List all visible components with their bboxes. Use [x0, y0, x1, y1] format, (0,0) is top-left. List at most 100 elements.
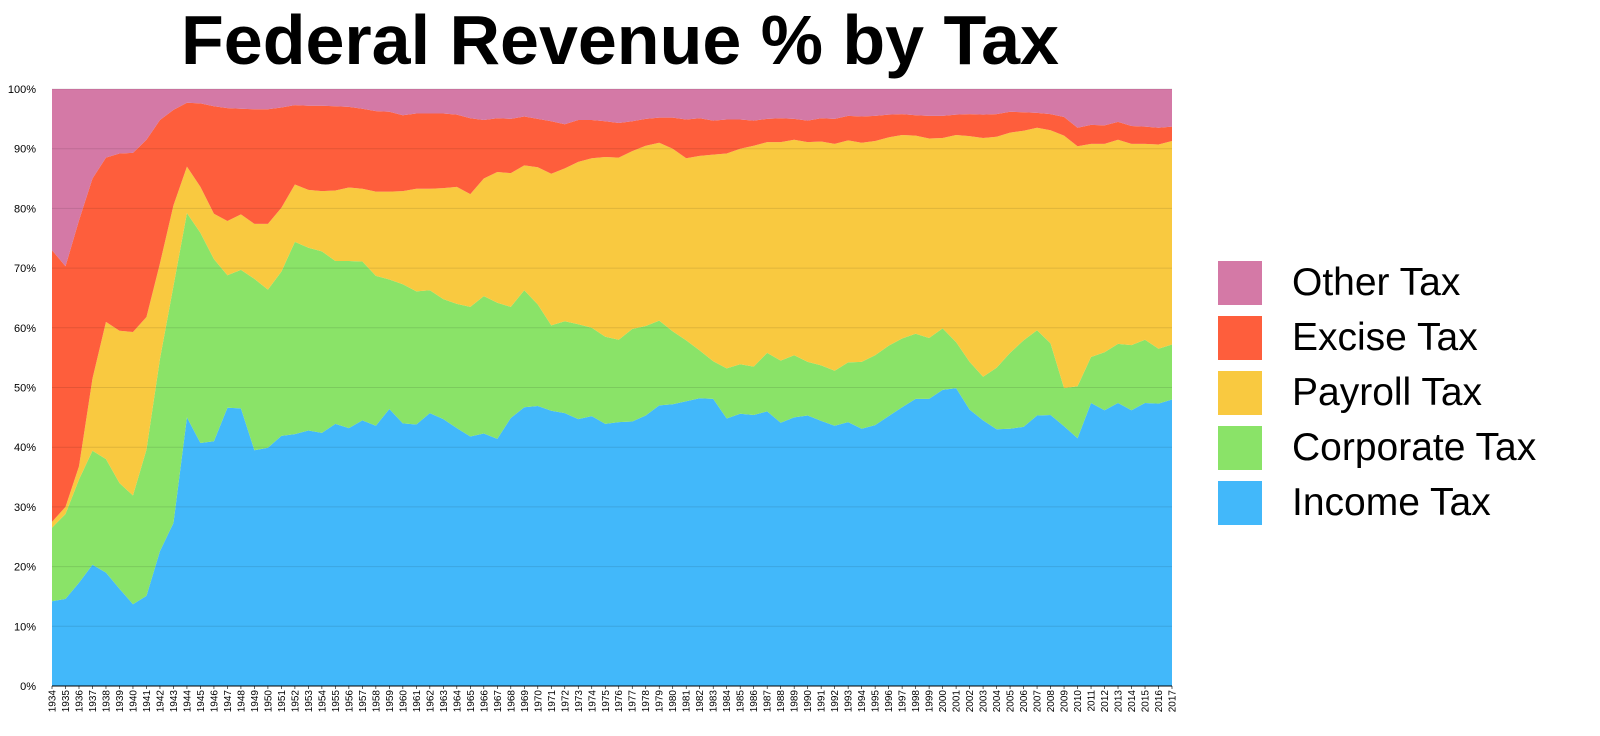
area-series-group	[52, 89, 1172, 686]
x-tick-label: 1998	[911, 690, 922, 713]
x-tick-label: 1950	[263, 690, 274, 713]
x-tick-label: 1941	[142, 690, 153, 713]
y-tick-label: 10%	[14, 621, 36, 633]
x-axis-ticks: 1934 1935 1936 1937 1938 1939 1940 1941 1942 1943…	[48, 686, 1179, 712]
x-tick-label: 1975	[601, 690, 612, 713]
x-tick-label: 2000	[938, 690, 949, 713]
x-tick-label: 1943	[169, 690, 180, 713]
x-tick-label: 1969	[520, 690, 531, 713]
x-tick-label: 1965	[466, 690, 477, 713]
area-other-tax	[52, 89, 1172, 267]
y-tick-label: 40%	[14, 442, 36, 454]
x-tick-label: 1956	[344, 690, 355, 713]
x-tick-label: 2003	[979, 690, 990, 713]
x-tick-label: 1953	[304, 690, 315, 713]
area-corporate-tax	[52, 213, 1172, 605]
x-tick-label: 1972	[560, 690, 571, 713]
x-tick-label: 1994	[857, 690, 868, 713]
x-tick-label: 1960	[398, 690, 409, 713]
x-tick-label: 1990	[803, 690, 814, 713]
y-tick-label: 60%	[14, 323, 36, 335]
x-tick-label: 1973	[574, 690, 585, 713]
x-tick-label: 1978	[641, 690, 652, 713]
legend-label: Corporate Tax	[1292, 425, 1537, 469]
x-tick-label: 1993	[844, 690, 855, 713]
legend-swatch	[1218, 425, 1262, 470]
x-tick-label: 1948	[236, 690, 247, 713]
gridlines	[52, 88, 1172, 627]
x-tick-label: 1992	[830, 690, 841, 713]
x-tick-label: 1952	[290, 690, 301, 713]
x-tick-label: 1936	[74, 690, 85, 713]
x-tick-label: 1947	[223, 690, 234, 713]
x-tick-label: 1996	[884, 690, 895, 713]
x-tick-label: 1962	[425, 690, 436, 713]
x-tick-label: 1944	[182, 690, 193, 713]
legend-item-payroll-tax: Payroll Tax	[1218, 365, 1598, 420]
x-tick-label: 1937	[88, 690, 99, 713]
x-tick-label: 1982	[695, 690, 706, 713]
y-tick-label: 20%	[14, 562, 36, 574]
legend-item-other-tax: Other Tax	[1218, 255, 1598, 310]
x-tick-label: 1979	[655, 690, 666, 713]
x-tick-label: 1940	[128, 690, 139, 713]
x-tick-label: 2017	[1168, 690, 1179, 713]
x-tick-label: 1939	[115, 690, 126, 713]
y-axis-ticks: 0% 10% 20% 30% 40% 50% 60% 70% 80% 90% 100%	[8, 84, 36, 693]
x-tick-label: 1980	[668, 690, 679, 713]
x-tick-label: 1985	[736, 690, 747, 713]
x-tick-label: 2016	[1154, 690, 1165, 713]
y-tick-label: 100%	[8, 84, 36, 96]
x-tick-label: 2002	[965, 690, 976, 713]
x-tick-label: 1949	[250, 690, 261, 713]
x-tick-label: 1958	[371, 690, 382, 713]
x-tick-label: 2001	[952, 690, 963, 713]
x-tick-label: 1957	[358, 690, 369, 713]
x-tick-label: 1964	[452, 690, 463, 713]
x-tick-label: 1987	[763, 690, 774, 713]
y-tick-label: 70%	[14, 263, 36, 275]
legend: Other Tax Excise Tax Payroll Tax Corporate …	[1218, 255, 1598, 530]
x-tick-label: 1938	[101, 690, 112, 713]
x-tick-label: 1959	[385, 690, 396, 713]
legend-label: Other Tax	[1292, 260, 1461, 304]
legend-swatch	[1218, 370, 1262, 415]
x-tick-label: 1961	[412, 690, 423, 713]
y-tick-label: 0%	[20, 681, 36, 693]
area-excise-tax	[52, 102, 1172, 522]
x-tick-label: 2005	[1006, 690, 1017, 713]
legend-label: Income Tax	[1292, 480, 1491, 524]
legend-label: Payroll Tax	[1292, 370, 1483, 414]
x-tick-label: 1995	[871, 690, 882, 713]
x-tick-label: 1997	[898, 690, 909, 713]
x-tick-label: 1934	[48, 690, 59, 713]
x-tick-label: 2011	[1087, 690, 1098, 712]
y-tick-label: 90%	[14, 144, 36, 156]
legend-label: Excise Tax	[1292, 315, 1478, 359]
x-tick-label: 1976	[614, 690, 625, 713]
x-tick-label: 1968	[506, 690, 517, 713]
x-tick-label: 2012	[1100, 690, 1111, 713]
x-tick-label: 2015	[1141, 690, 1152, 713]
x-tick-label: 1977	[628, 690, 639, 713]
legend-item-corporate-tax: Corporate Tax	[1218, 420, 1598, 475]
x-tick-label: 1955	[331, 690, 342, 713]
x-tick-label: 1967	[493, 690, 504, 713]
x-tick-label: 2013	[1114, 690, 1125, 713]
x-tick-label: 1966	[479, 690, 490, 713]
x-tick-label: 1988	[776, 690, 787, 713]
x-tick-label: 2008	[1046, 690, 1057, 713]
x-tick-label: 2006	[1019, 690, 1030, 713]
legend-swatch	[1218, 260, 1262, 305]
x-tick-label: 1974	[587, 690, 598, 713]
y-tick-label: 50%	[14, 383, 36, 395]
x-tick-label: 1954	[317, 690, 328, 713]
x-tick-label: 1946	[209, 690, 220, 713]
legend-item-income-tax: Income Tax	[1218, 475, 1598, 530]
legend-swatch	[1218, 480, 1262, 525]
x-tick-label: 2007	[1033, 690, 1044, 713]
x-tick-label: 2010	[1073, 690, 1084, 713]
x-tick-label: 2004	[992, 690, 1003, 713]
x-tick-label: 1935	[61, 690, 72, 713]
